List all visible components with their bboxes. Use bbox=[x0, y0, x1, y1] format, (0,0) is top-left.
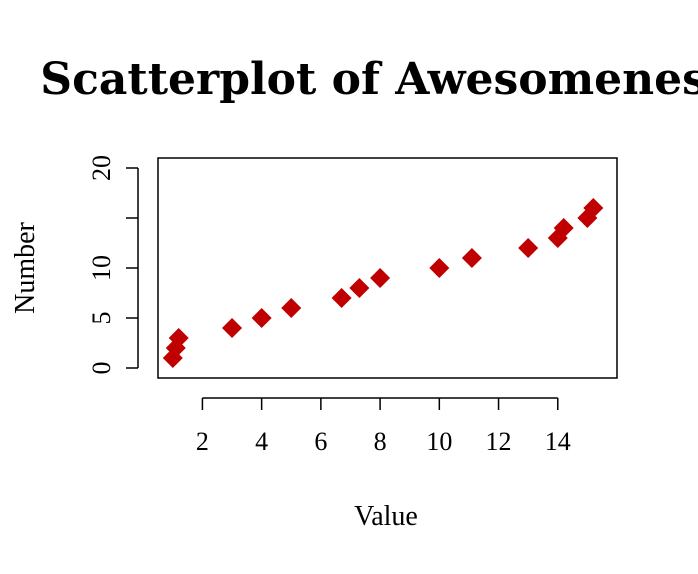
chart-title: Scatterplot of Awesomeness bbox=[40, 54, 698, 105]
x-tick-label: 8 bbox=[374, 427, 387, 456]
data-point bbox=[370, 268, 391, 288]
y-tick-label: 10 bbox=[87, 255, 116, 281]
data-point bbox=[349, 278, 370, 298]
data-point bbox=[461, 248, 482, 268]
y-tick-label: 0 bbox=[87, 362, 116, 375]
y-axis: 0 5 10 20 bbox=[87, 155, 139, 375]
data-point bbox=[553, 218, 574, 238]
x-tick-label: 14 bbox=[545, 427, 571, 456]
x-tick-label: 12 bbox=[486, 427, 512, 456]
x-axis: 2 4 6 8 10 12 14 bbox=[196, 397, 571, 456]
y-tick-label: 20 bbox=[87, 155, 116, 181]
data-point bbox=[583, 198, 604, 218]
x-tick-label: 2 bbox=[196, 427, 209, 456]
data-point bbox=[251, 308, 272, 328]
data-point bbox=[429, 258, 450, 278]
data-point bbox=[331, 288, 352, 308]
x-tick-label: 10 bbox=[426, 427, 452, 456]
x-tick-label: 4 bbox=[255, 427, 268, 456]
data-point bbox=[281, 298, 302, 318]
y-tick-label: 5 bbox=[87, 312, 116, 325]
y-axis-label: Number bbox=[10, 221, 41, 313]
data-point bbox=[518, 238, 539, 258]
x-tick-label: 6 bbox=[314, 427, 327, 456]
data-point bbox=[168, 328, 189, 348]
data-points bbox=[162, 198, 604, 368]
data-point bbox=[222, 318, 243, 338]
plot-area-box bbox=[157, 157, 618, 379]
x-axis-label: Value bbox=[354, 501, 418, 532]
